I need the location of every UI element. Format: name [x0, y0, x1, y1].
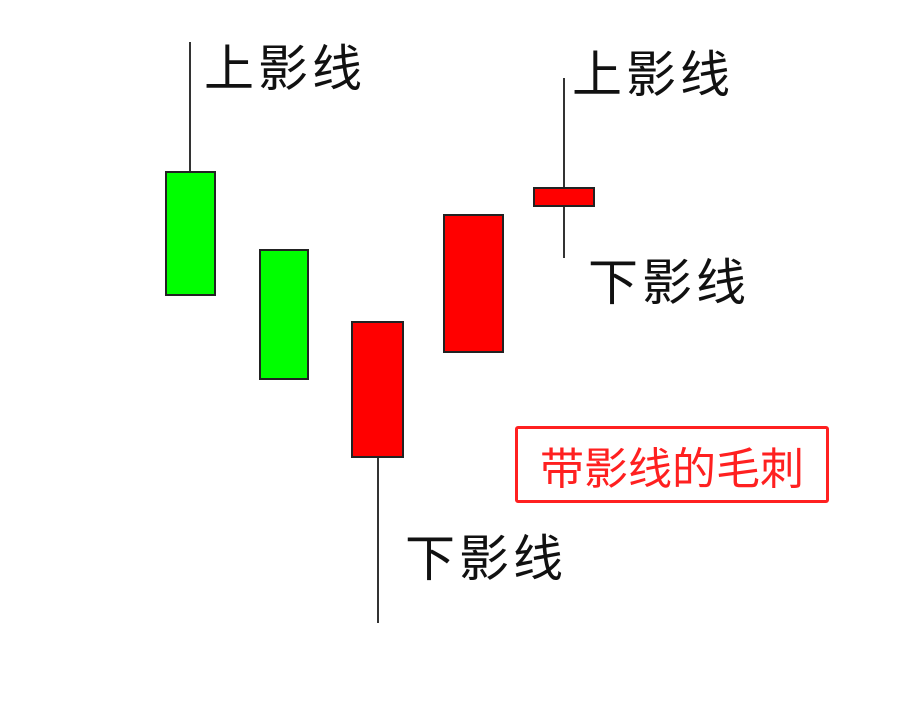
candle-green-2 [259, 249, 309, 380]
candle-red-4 [443, 214, 504, 353]
upper-shadow-label-2: 上影线 [572, 46, 734, 104]
upper-wick-1 [189, 42, 191, 173]
candle-red-5 [533, 187, 595, 207]
callout-box: 带影线的毛刺 [515, 426, 829, 503]
wick-5 [563, 78, 565, 258]
lower-shadow-label-2: 下影线 [588, 254, 750, 312]
lower-shadow-label-1: 下影线 [405, 530, 567, 588]
lower-wick-3 [377, 456, 379, 623]
candle-green-1 [165, 171, 216, 296]
upper-shadow-label-1: 上影线 [204, 40, 366, 98]
callout-text: 带影线的毛刺 [540, 443, 804, 495]
candle-red-3 [351, 321, 404, 458]
